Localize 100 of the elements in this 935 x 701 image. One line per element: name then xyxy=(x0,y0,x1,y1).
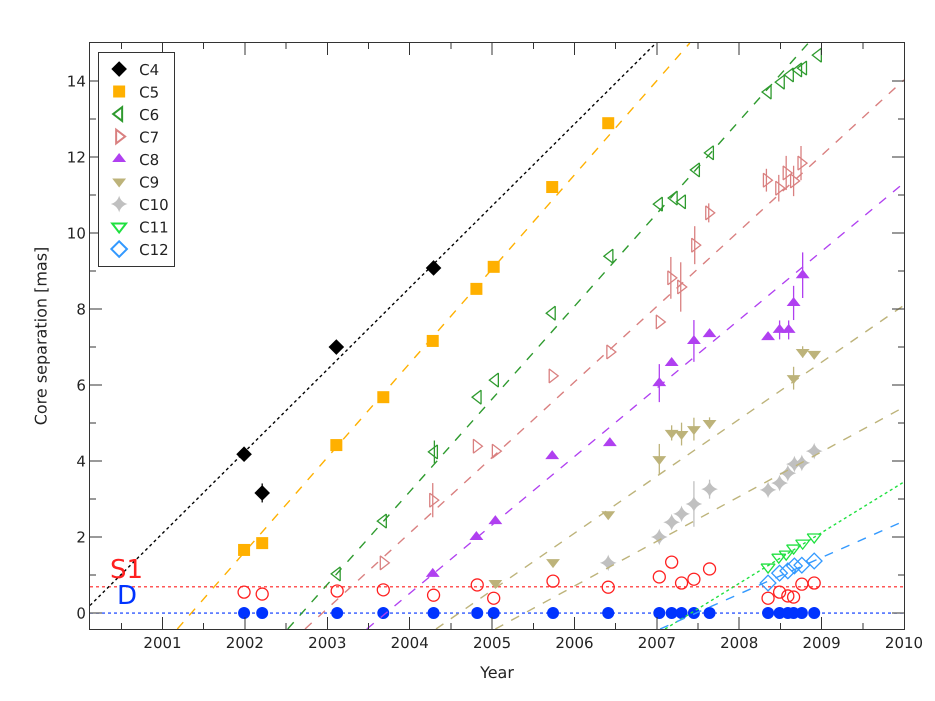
point xyxy=(330,584,344,598)
y-tick-label: 2 xyxy=(76,528,86,546)
legend-label: C4 xyxy=(139,60,160,79)
x-tick-label: 2007 xyxy=(638,634,676,652)
point xyxy=(673,505,690,522)
point xyxy=(806,442,823,460)
point xyxy=(808,576,821,590)
point xyxy=(254,485,270,501)
point xyxy=(761,592,775,605)
legend-label: C10 xyxy=(139,196,169,214)
legend-label: C11 xyxy=(139,218,169,236)
y-tick-label: 8 xyxy=(76,300,86,318)
point xyxy=(652,570,666,584)
point xyxy=(779,562,796,580)
point xyxy=(795,539,810,550)
x-axis-title: Year xyxy=(479,662,514,682)
x-tick-label: 2004 xyxy=(390,634,429,652)
point xyxy=(771,564,788,582)
point xyxy=(786,544,802,555)
point xyxy=(772,585,786,599)
point xyxy=(546,181,558,194)
point xyxy=(487,592,500,605)
point xyxy=(795,578,808,591)
point xyxy=(704,145,714,160)
point xyxy=(470,578,484,592)
point xyxy=(771,474,788,492)
point xyxy=(488,260,500,273)
point xyxy=(602,607,614,620)
y-tick-label: 0 xyxy=(76,604,86,622)
point xyxy=(256,587,269,601)
point xyxy=(704,607,716,620)
y-tick-label: 12 xyxy=(66,148,86,166)
y-axis-title: Core separation [mas] xyxy=(32,246,51,426)
y-tick-label: 10 xyxy=(66,224,86,242)
point xyxy=(602,580,615,594)
point xyxy=(793,556,810,574)
point xyxy=(796,60,808,76)
x-tick-label: 2001 xyxy=(143,634,182,652)
point xyxy=(488,607,500,620)
point xyxy=(701,480,718,498)
point xyxy=(806,533,822,544)
point xyxy=(470,282,482,295)
point xyxy=(547,607,560,620)
point xyxy=(602,117,614,130)
point xyxy=(376,583,390,597)
x-tick-label: 2005 xyxy=(472,634,512,652)
x-tick-label: 2006 xyxy=(555,634,594,652)
point xyxy=(328,339,344,355)
point xyxy=(428,444,438,460)
point xyxy=(762,607,774,620)
point xyxy=(676,607,688,620)
x-tick-label: 2002 xyxy=(226,634,264,652)
x-tick-label: 2008 xyxy=(720,634,758,652)
x-tick-label: 2009 xyxy=(802,634,841,652)
point xyxy=(546,574,560,588)
point xyxy=(786,557,803,574)
point xyxy=(256,537,268,550)
y-tick-label: 14 xyxy=(66,72,86,90)
point xyxy=(687,572,701,586)
x-tick-label: 2010 xyxy=(884,634,924,652)
legend-label: C5 xyxy=(139,83,160,102)
point xyxy=(797,156,808,171)
point xyxy=(377,391,390,404)
point xyxy=(686,496,702,512)
point xyxy=(471,607,484,620)
point xyxy=(238,544,250,556)
point xyxy=(603,248,614,264)
point xyxy=(663,514,680,531)
point xyxy=(238,607,250,620)
point xyxy=(650,528,668,546)
point xyxy=(781,589,794,603)
legend-label: C12 xyxy=(139,240,169,259)
point xyxy=(806,552,823,570)
point xyxy=(426,588,440,602)
point xyxy=(674,576,688,590)
point xyxy=(666,607,678,620)
point xyxy=(331,607,344,620)
point xyxy=(426,334,439,347)
point xyxy=(702,562,716,576)
point xyxy=(653,607,666,620)
point xyxy=(330,439,342,452)
legend-label: C8 xyxy=(139,150,160,169)
legend-label: C7 xyxy=(139,128,160,146)
point xyxy=(676,194,686,210)
point xyxy=(237,585,251,599)
legend-label: C6 xyxy=(139,106,160,124)
y-tick-label: 4 xyxy=(76,452,86,470)
point xyxy=(786,590,800,604)
point xyxy=(760,482,776,498)
point xyxy=(426,260,442,276)
point xyxy=(760,574,777,592)
point xyxy=(600,554,617,572)
point xyxy=(778,550,794,561)
y-tick-label: 6 xyxy=(76,376,86,394)
x-tick-label: 2003 xyxy=(308,634,346,652)
point xyxy=(256,607,268,620)
point xyxy=(665,555,678,569)
point xyxy=(808,607,820,620)
point xyxy=(236,446,252,462)
legend-label: C9 xyxy=(139,173,160,192)
